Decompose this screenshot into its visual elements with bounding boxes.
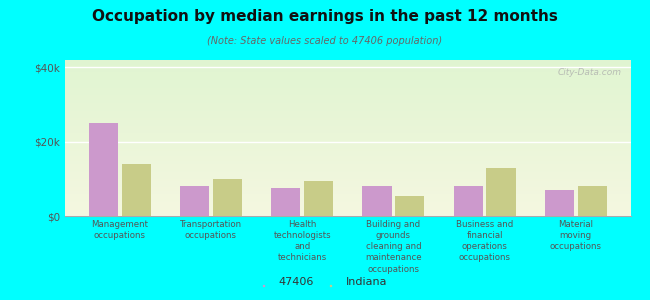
Bar <box>545 190 574 216</box>
Bar <box>454 186 483 216</box>
Bar <box>362 186 391 216</box>
Legend: 47406, Indiana: 47406, Indiana <box>258 272 392 291</box>
Bar <box>180 186 209 216</box>
Text: City-Data.com: City-Data.com <box>558 68 622 77</box>
Bar <box>88 123 118 216</box>
Text: (Note: State values scaled to 47406 population): (Note: State values scaled to 47406 popu… <box>207 36 443 46</box>
Text: Occupation by median earnings in the past 12 months: Occupation by median earnings in the pas… <box>92 9 558 24</box>
Bar <box>213 179 242 216</box>
Bar <box>271 188 300 216</box>
Bar <box>486 168 515 216</box>
Bar <box>122 164 151 216</box>
Bar <box>304 181 333 216</box>
Bar <box>578 186 607 216</box>
Bar <box>395 196 424 216</box>
